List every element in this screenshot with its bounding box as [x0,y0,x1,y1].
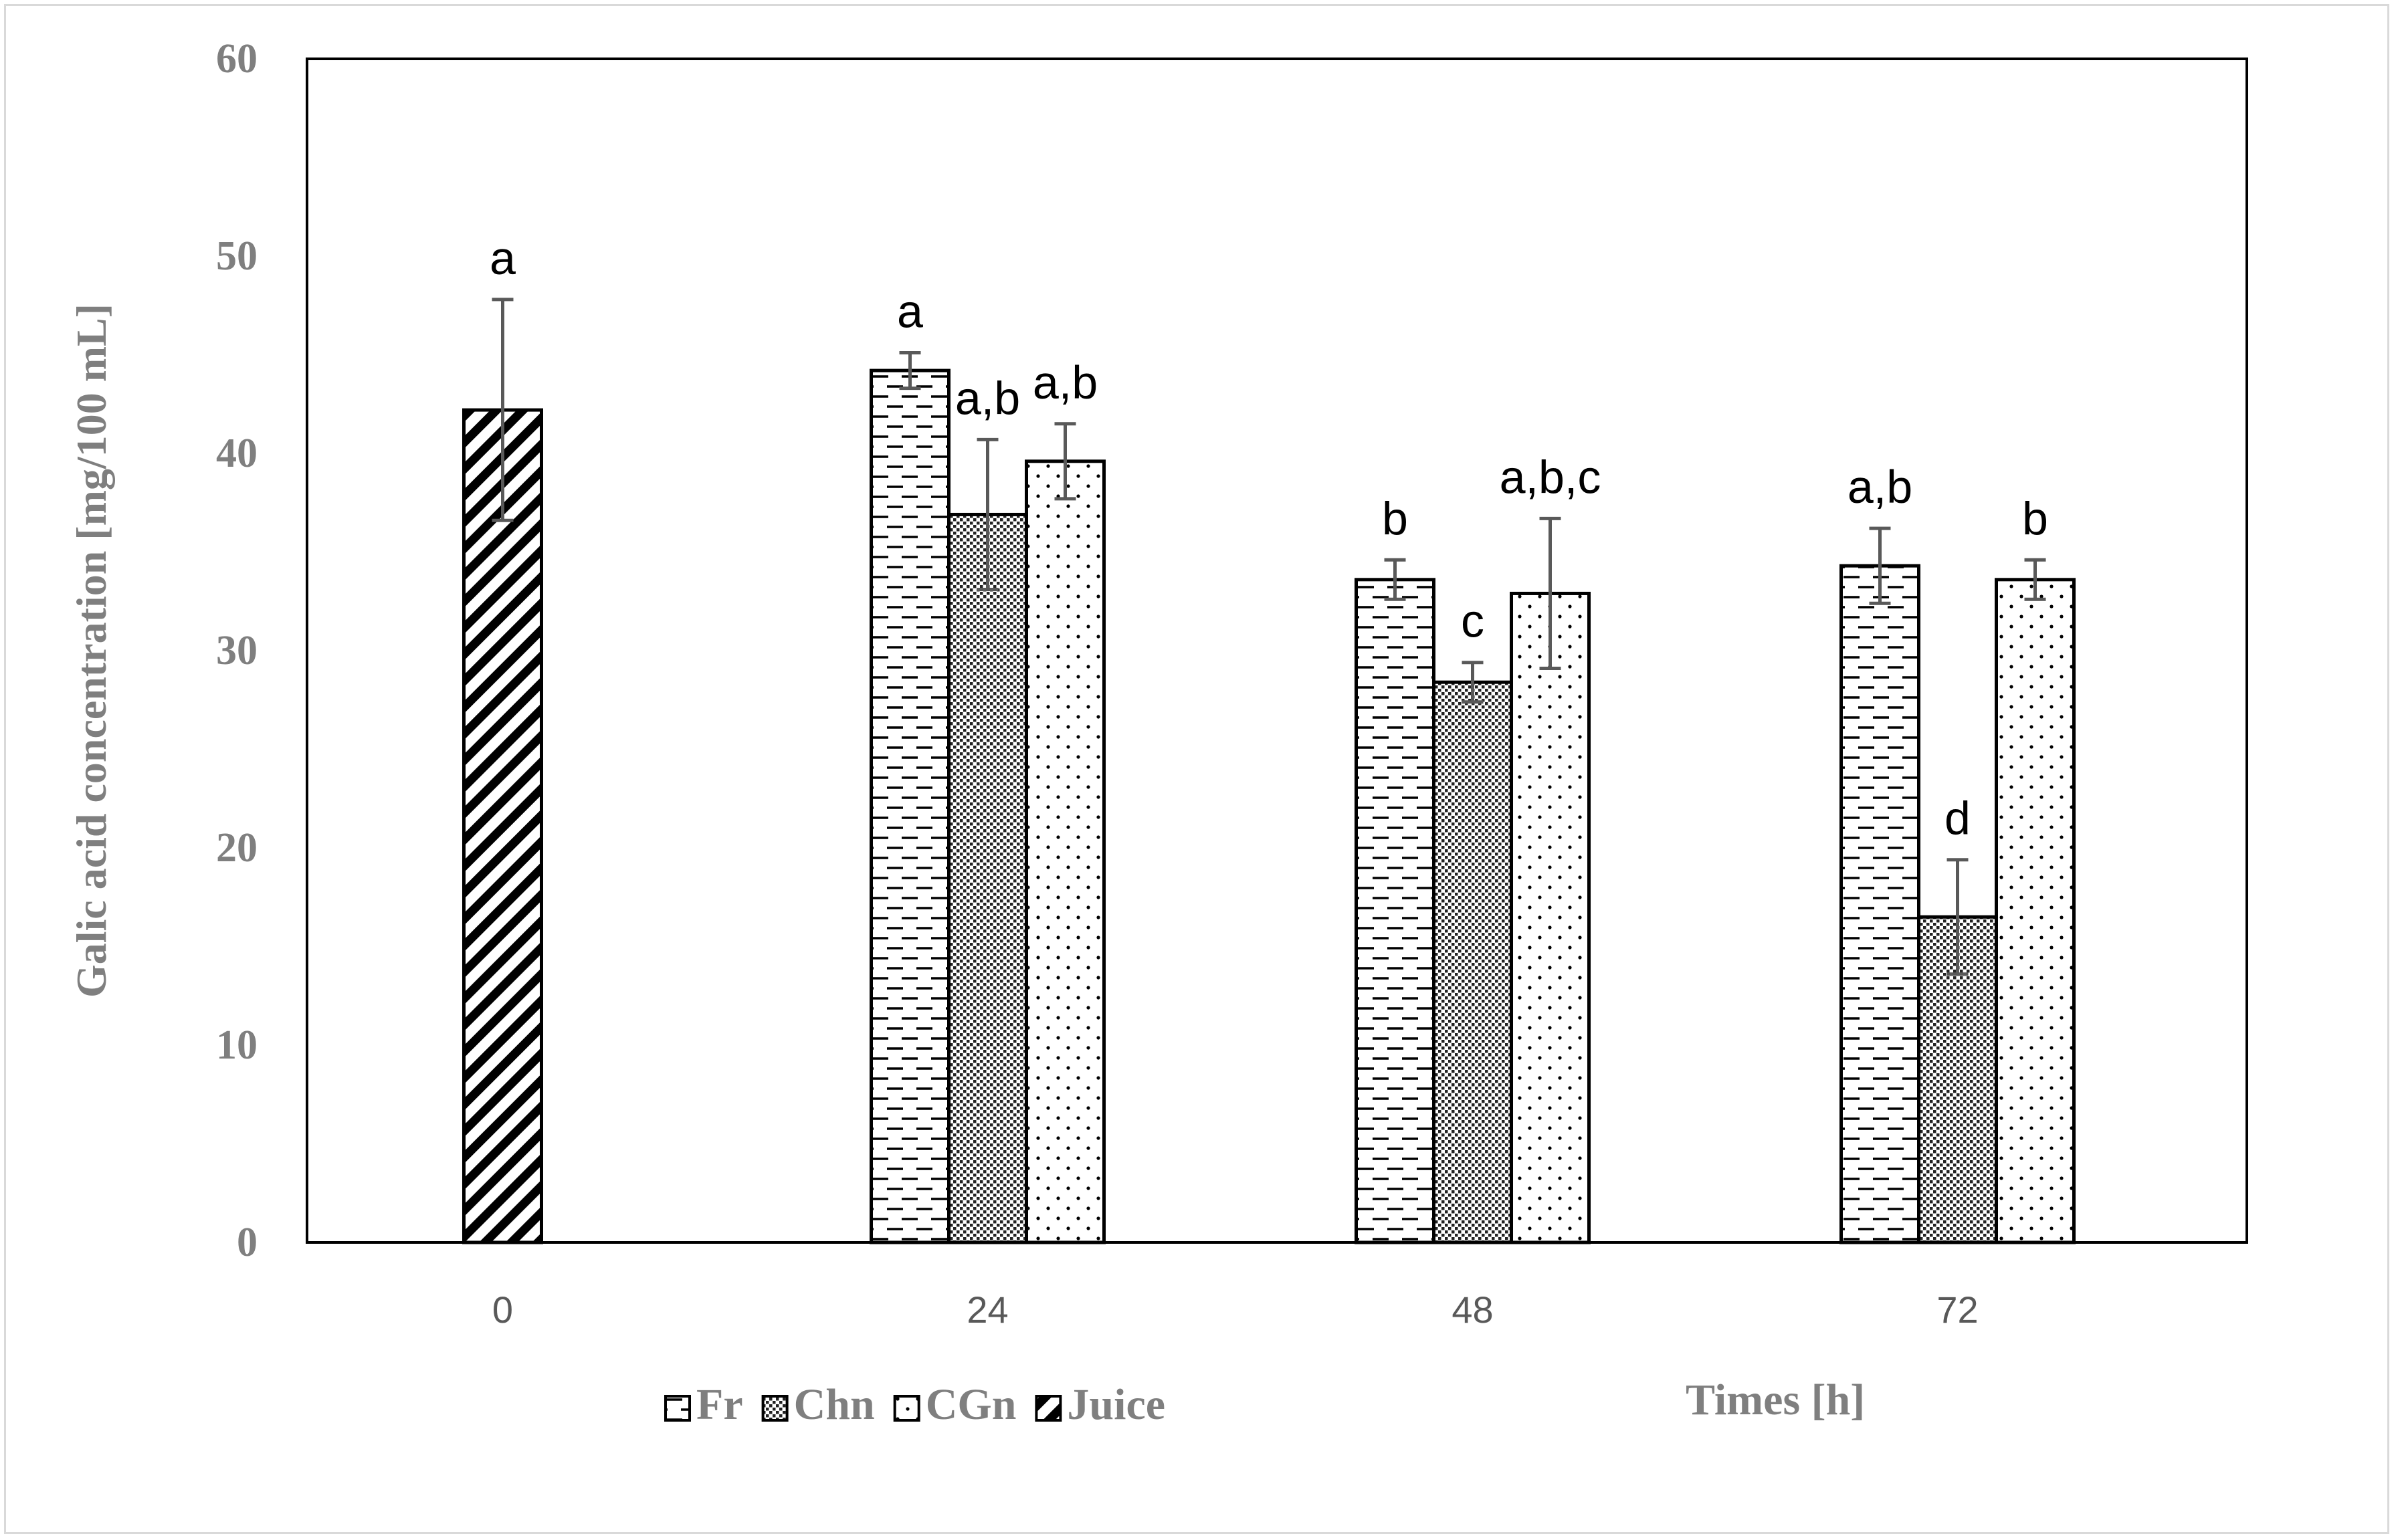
x-tick-label: 24 [967,1289,1008,1331]
bar-fr-24 [870,368,951,1244]
legend-swatch-fr [664,1395,691,1422]
error-bar [1869,526,1891,605]
error-bar [1384,558,1406,601]
y-tick-label: 40 [216,431,258,476]
error-bar [1539,516,1561,671]
significance-label: a,b,c [1500,451,1601,503]
legend: Fr Chn CGn Juice [664,1380,1165,1429]
error-bar [492,298,514,522]
significance-label: a [490,232,516,284]
bars [462,368,2076,1244]
error-bar [2024,558,2046,601]
legend-label-fr: Fr [696,1380,743,1429]
error-bar [1946,858,1969,976]
significance-label: a,b [1033,356,1098,409]
legend-label-cgn: CGn [926,1380,1017,1429]
significance-label: a [897,286,923,338]
error-bar [899,351,921,391]
x-axis-ticks: 0 24 48 72 [492,1289,1979,1331]
bar-cgn-72 [1995,578,2076,1244]
significance-label: d [1944,792,1971,845]
bar-cgn-24 [1025,459,1106,1244]
bar-juice-0 [462,408,543,1244]
y-tick-label: 60 [216,36,258,82]
legend-swatch-juice [1035,1395,1062,1422]
y-axis-label: Galic acid concentration [mg/100 mL] [68,304,115,998]
x-tick-label: 0 [492,1289,513,1331]
chart-frame [4,4,2389,1534]
y-tick-label: 20 [216,825,258,871]
legend-swatch-chn [761,1395,789,1422]
x-axis-label: Times [h] [1686,1376,1865,1424]
bar-cgn-48 [1510,591,1591,1244]
significance-label: a,b [955,372,1020,424]
bar-chn-48 [1432,680,1513,1244]
bar-fr-48 [1355,578,1435,1244]
y-tick-label: 30 [216,628,258,673]
y-tick-label: 50 [216,233,258,279]
error-bar [1462,661,1484,704]
significance-label: a,b [1848,461,1912,513]
y-tick-label: 10 [216,1022,258,1068]
y-tick-label: 0 [237,1220,258,1265]
legend-label-chn: Chn [794,1380,875,1429]
bar-fr-72 [1839,564,1920,1244]
x-tick-label: 48 [1452,1289,1493,1331]
significance-label: b [1382,492,1408,544]
significance-label: b [2022,492,2048,544]
legend-swatch-cgn [893,1395,920,1422]
x-tick-label: 72 [1936,1289,1978,1331]
error-bars [492,298,2046,976]
significance-label: c [1461,595,1484,647]
error-bar [1054,422,1076,501]
legend-label-juice: Juice [1067,1380,1165,1429]
y-axis-ticks: 0 10 20 30 40 50 60 [216,36,258,1265]
error-bar [977,437,999,592]
bar-chn-24 [947,512,1028,1244]
bar-chn-72 [1917,915,1998,1244]
